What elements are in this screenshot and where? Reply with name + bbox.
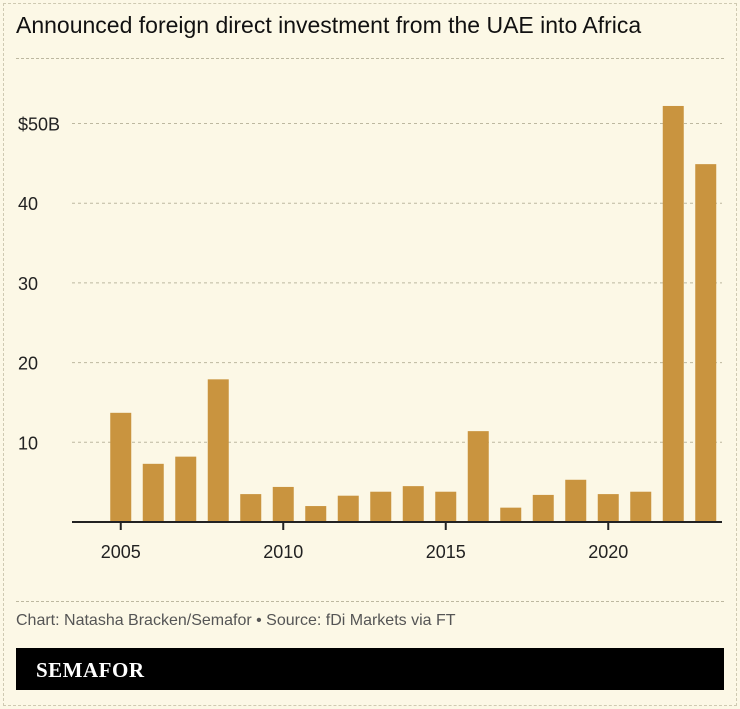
bar-2006 [142,463,164,522]
bar-2017 [500,507,522,522]
bar-2014 [402,486,424,522]
chart-credit: Chart: Natasha Bracken/Semafor • Source:… [16,612,456,629]
bar-2018 [532,494,554,522]
bar-2023 [695,164,717,522]
bar-2021 [630,491,652,522]
divider [16,601,724,602]
bar-2012 [337,495,359,522]
bar-2008 [207,379,229,522]
y-tick-label: $50B [18,115,60,135]
divider [16,58,724,59]
semafor-logo: SEMAFOR [36,658,145,682]
y-tick-label: 20 [18,354,38,374]
bar-2019 [565,479,587,522]
x-tick-label: 2010 [263,542,303,562]
bar-chart: 10 20 30 40 $50B 2005 2010 2015 2020 [18,105,722,562]
y-tick-label: 10 [18,433,38,453]
bar-2010 [272,486,294,522]
chart-title: Announced foreign direct investment from… [16,12,642,38]
x-tick-label: 2015 [426,542,466,562]
bar-2009 [240,494,262,522]
brand-bar: SEMAFOR [16,648,724,690]
y-tick-label: 40 [18,194,38,214]
bar-2022 [662,105,684,522]
chart-frame [3,3,737,706]
x-tick-label: 2020 [588,542,628,562]
bar-2007 [175,456,197,522]
x-tick-label: 2005 [101,542,141,562]
bar-2016 [467,431,489,522]
bar-2005 [110,412,132,522]
bar-2020 [597,494,619,522]
y-tick-label: 30 [18,274,38,294]
bar-2013 [370,491,392,522]
bar-2011 [305,506,327,522]
bar-2015 [435,491,457,522]
